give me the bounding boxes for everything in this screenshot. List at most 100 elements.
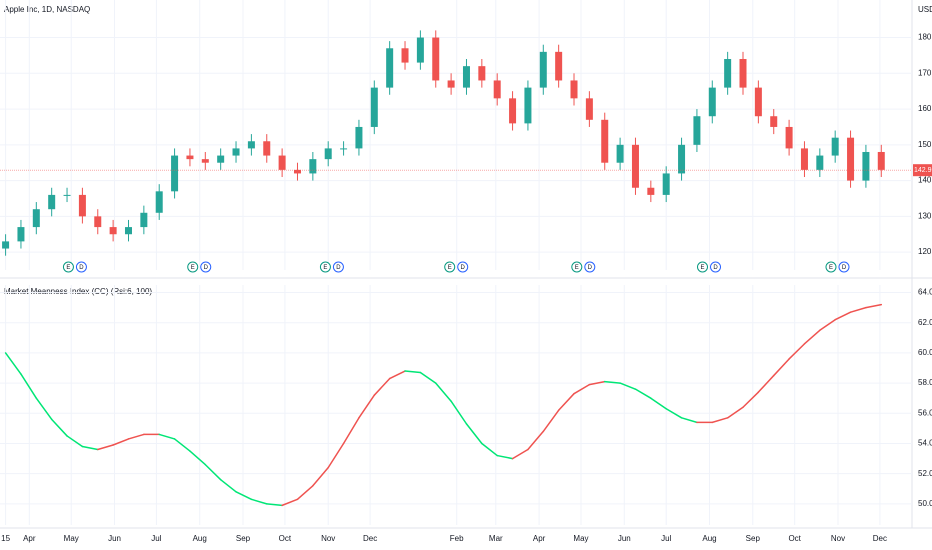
candle-body [585,98,593,120]
line-segment [619,382,637,390]
line-segment [803,329,821,345]
candle-body [63,194,71,196]
candle-body [140,212,148,228]
event-icon [697,261,709,273]
candle-body [708,87,716,117]
line-segment [81,445,99,451]
y-tick-label: 170.00 [918,68,932,77]
candle-body [94,216,102,228]
y-tick-label: 62.00 [918,318,932,327]
candle-body [693,116,701,145]
candle-body [570,80,578,99]
candle-body [539,51,547,88]
candle-body [770,116,778,127]
event-icon [838,261,850,273]
line-segment [50,418,68,437]
candle-body [847,137,855,181]
x-tick-label: May [64,534,79,543]
event-icon [187,261,199,273]
x-tick-label: Aug [193,534,207,543]
candle-body [724,59,732,88]
line-segment [450,400,468,425]
chart-title: Apple Inc, 1D, NASDAQ [4,5,90,14]
event-icon [75,261,87,273]
line-segment [588,380,606,386]
candle-body [647,187,655,195]
line-segment [573,383,591,395]
candle-body [831,137,839,156]
x-tick-label: Dec [873,534,887,543]
x-tick-label: Feb [450,534,464,543]
line-segment [542,409,560,433]
line-segment [35,397,53,421]
event-icon [62,261,74,273]
candle-body [293,169,301,174]
line-segment [127,433,145,440]
event-icon [571,261,583,273]
line-segment [865,303,883,309]
line-segment [465,423,483,445]
line-segment [419,371,437,384]
line-segment [772,358,790,377]
y-tick-label: 130.00 [918,211,932,220]
x-tick-label: Mar [489,534,503,543]
currency-label: USD [918,5,932,14]
event-label: D [336,265,341,271]
line-segment [757,374,775,393]
line-segment [173,438,191,452]
line-segment [342,417,360,445]
indicator-title: Market Meanness Index (CC) (Rsi:6, 100) [4,287,152,296]
candle-body [109,227,117,235]
y-tick-label: 140.00 [918,176,932,185]
candle-body [816,155,824,170]
line-segment [680,417,698,424]
line-segment [373,377,391,396]
candle-body [616,144,624,163]
line-segment [97,444,114,451]
candle-body [370,87,378,127]
line-segment [711,417,729,424]
line-segment [834,311,852,321]
event-label: D [204,265,209,271]
x-tick-label: Sep [746,534,761,543]
event-label: D [713,265,718,271]
y-tick-label: 50.00 [918,499,932,508]
line-segment [266,503,283,507]
candle-body [232,148,240,156]
candle-body [17,227,25,242]
candle-body [263,141,271,156]
event-label: E [700,265,704,271]
line-segment [511,448,529,460]
x-tick-label: Dec [363,534,377,543]
event-icon [444,261,456,273]
y-tick-label: 120.00 [918,247,932,256]
last-price-tag [913,164,932,177]
candle-body [862,151,870,181]
candle-body [462,66,470,88]
candle-body [447,80,455,88]
line-segment [849,306,867,313]
candle-body [877,151,885,170]
candle-body [217,155,225,163]
y-tick-label: 54.00 [918,439,932,448]
event-label: D [842,265,847,271]
event-icon [584,261,596,273]
x-tick-label: Apr [533,534,546,543]
event-icon [200,261,212,273]
event-icon [332,261,344,273]
line-segment [112,438,130,446]
line-segment [312,466,329,487]
candle-body [278,155,286,170]
line-segment [788,343,806,360]
candle-body [386,48,394,88]
line-segment [4,352,22,375]
x-tick-label: Apr [23,534,36,543]
x-tick-label: May [573,534,588,543]
line-segment [358,394,376,419]
candle-body [201,159,209,163]
line-segment [281,498,299,507]
event-icon [825,261,837,273]
y-tick-label: 160.00 [918,104,932,113]
event-label: E [575,265,579,271]
